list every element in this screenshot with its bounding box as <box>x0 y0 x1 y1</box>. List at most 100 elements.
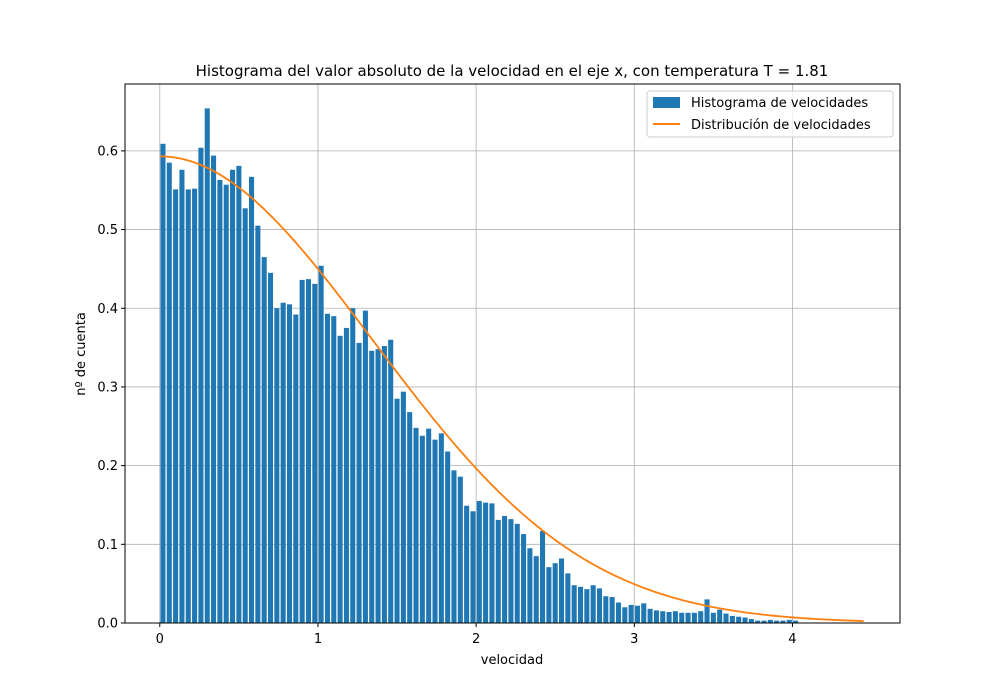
histogram-bar <box>780 620 786 623</box>
histogram-bar <box>615 602 621 623</box>
histogram-bar <box>647 608 653 623</box>
histogram-bar <box>596 588 603 623</box>
histogram-bar <box>388 339 394 623</box>
histogram-bar <box>546 567 552 623</box>
histogram-bar <box>192 188 198 623</box>
x-tick-label: 0 <box>156 632 164 647</box>
histogram-bar <box>603 596 609 623</box>
legend-bar-swatch <box>653 97 680 108</box>
histogram-bar <box>217 179 223 624</box>
histogram-bar <box>679 612 685 623</box>
histogram-bar <box>331 316 337 623</box>
legend-entry-line: Distribución de velocidades <box>691 118 871 133</box>
histogram-bar <box>717 609 723 623</box>
histogram-bar <box>660 611 666 623</box>
x-tick-label: 1 <box>314 632 322 647</box>
histogram-bars <box>160 108 799 624</box>
histogram-bar <box>508 519 514 623</box>
y-tick-label: 0.3 <box>97 380 118 395</box>
histogram-bar <box>609 597 615 623</box>
y-axis-label: nº de cuenta <box>74 312 89 396</box>
histogram-bar <box>666 611 672 623</box>
histogram-bar <box>337 335 343 623</box>
x-tick-label: 2 <box>472 632 480 647</box>
distribution-line-group <box>159 155 864 622</box>
y-tick-label: 0.5 <box>97 223 118 238</box>
histogram-bar <box>634 605 640 623</box>
histogram-bar <box>369 350 375 623</box>
histogram-bar <box>736 616 742 623</box>
legend-box <box>646 90 894 138</box>
y-tick-label: 0.4 <box>97 302 118 317</box>
x-tick-label: 4 <box>788 632 796 647</box>
histogram-bar <box>324 313 330 623</box>
histogram-bar <box>691 612 697 623</box>
histogram-bar <box>305 279 311 623</box>
histogram-bar <box>242 208 248 623</box>
histogram-bar <box>267 272 274 623</box>
histogram-bar <box>249 176 255 623</box>
histogram-bar <box>160 143 166 623</box>
histogram-bar <box>375 349 381 623</box>
histogram-bar <box>457 476 463 623</box>
histogram-bar <box>255 225 261 623</box>
histogram-bar <box>514 523 520 623</box>
histogram-bar <box>710 612 716 623</box>
histogram-bar <box>577 586 584 623</box>
histogram-bar <box>698 611 704 623</box>
histogram-bar <box>521 534 527 623</box>
histogram-bar <box>685 612 691 623</box>
chart-title: Histograma del valor absoluto de la velo… <box>196 62 829 80</box>
histogram-bar <box>413 427 419 623</box>
histogram-bar <box>362 310 368 623</box>
x-axis-ticks: 0 1 2 3 4 <box>156 623 797 647</box>
plot-frame <box>124 83 901 624</box>
y-tick-label: 0.6 <box>97 144 118 159</box>
histogram-bar <box>211 155 217 624</box>
histogram-bar <box>464 505 470 623</box>
grid <box>125 84 900 624</box>
histogram-bar <box>489 503 495 623</box>
histogram-bar <box>470 511 476 623</box>
histogram-bar <box>584 589 590 623</box>
histogram-bar <box>451 470 457 623</box>
histogram-bar <box>704 599 710 623</box>
histogram-bar <box>426 428 432 623</box>
histogram-bar <box>236 165 242 624</box>
y-tick-label: 0.0 <box>97 617 118 632</box>
histogram-bar <box>179 169 185 623</box>
histogram-bar <box>502 515 508 623</box>
histogram-bar <box>761 620 767 623</box>
histogram-bar <box>729 615 735 623</box>
histogram-bar <box>223 184 229 623</box>
histogram-bar <box>476 501 482 623</box>
histogram-bar <box>230 169 236 623</box>
histogram-bar <box>742 617 748 623</box>
x-tick-label: 3 <box>630 632 638 647</box>
histogram-bar <box>350 308 356 623</box>
histogram-bar <box>185 189 191 623</box>
histogram-bar <box>540 530 546 623</box>
histogram-bar <box>198 147 204 623</box>
histogram-bar <box>641 603 647 623</box>
legend: Histograma de velocidades Distribución d… <box>646 90 894 138</box>
histogram-bar <box>173 189 179 623</box>
histogram-bar <box>312 283 318 623</box>
histogram-bar <box>445 451 451 623</box>
histogram-bar <box>261 257 267 623</box>
histogram-bar <box>394 398 400 623</box>
histogram-bar <box>565 573 571 623</box>
histogram-bar <box>432 439 438 623</box>
histogram-bar <box>774 620 780 623</box>
histogram-bar <box>793 620 799 623</box>
histogram-bar <box>767 619 773 623</box>
histogram-bar <box>274 308 280 623</box>
histogram-bar <box>672 611 678 623</box>
histogram-bar <box>343 327 349 623</box>
histogram-bar <box>407 412 413 623</box>
histogram-bar <box>786 619 792 623</box>
y-axis-ticks: 0.0 0.1 0.2 0.3 0.4 0.5 0.6 <box>97 144 125 632</box>
histogram-bar <box>527 548 533 623</box>
histogram-bar <box>755 620 761 623</box>
